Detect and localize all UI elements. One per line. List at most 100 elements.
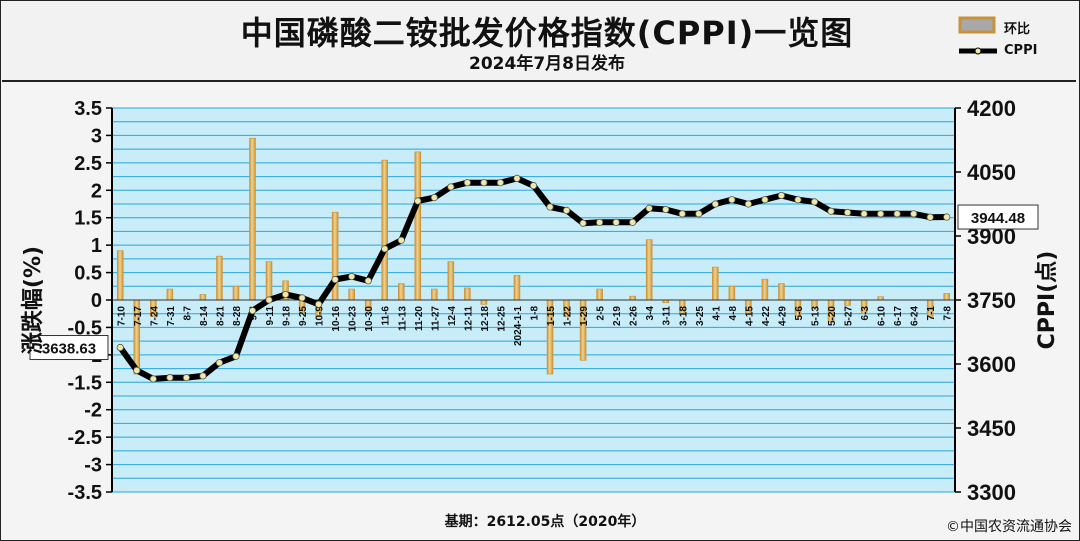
left-tick-label: 0 bbox=[91, 290, 102, 312]
cppi-point bbox=[761, 196, 769, 204]
cppi-point bbox=[596, 218, 604, 226]
category-label: 11-20 bbox=[414, 306, 425, 331]
category-label: 5-20 bbox=[827, 306, 838, 326]
cppi-point bbox=[711, 200, 719, 208]
category-label: 7-10 bbox=[116, 306, 127, 326]
category-label: 1-8 bbox=[530, 306, 541, 321]
bar-mark bbox=[431, 288, 438, 301]
category-label: 4-22 bbox=[761, 306, 772, 326]
category-label: 8-21 bbox=[215, 306, 226, 326]
cppi-point bbox=[860, 210, 868, 218]
category-label: 3-4 bbox=[645, 306, 656, 321]
cppi-point bbox=[133, 366, 141, 374]
cppi-point bbox=[463, 179, 471, 187]
category-label: 7-31 bbox=[166, 306, 177, 326]
category-label: 2-19 bbox=[612, 306, 623, 326]
category-label: 4-1 bbox=[711, 306, 722, 321]
cppi-point bbox=[447, 183, 455, 191]
bar-mark bbox=[381, 159, 389, 301]
left-tick-label: -0.5 bbox=[68, 317, 102, 339]
chart-title: 中国磷酸二铵批发价格指数(CPPI)一览图 bbox=[240, 14, 854, 52]
category-label: 12-25 bbox=[496, 306, 507, 332]
left-tick-label: 2.5 bbox=[74, 153, 102, 175]
cppi-point bbox=[199, 372, 207, 380]
base-period-note: 基期：2612.05点（2020年） bbox=[444, 514, 646, 530]
category-label: 7-24 bbox=[149, 306, 160, 326]
cppi-point bbox=[562, 206, 571, 214]
right-tick-label: 3750 bbox=[967, 288, 1016, 313]
cppi-point bbox=[232, 352, 240, 360]
left-tick-label: -1.5 bbox=[68, 372, 102, 394]
category-label: 8-28 bbox=[232, 306, 243, 326]
chart-header: 中国磷酸二铵批发价格指数(CPPI)一览图 2024年7月8日发布 环比 CPP… bbox=[2, 2, 1076, 82]
category-label: 7-8 bbox=[943, 306, 954, 321]
first-value-label: 3638.63 bbox=[42, 341, 96, 358]
category-label: 6-17 bbox=[893, 306, 904, 326]
left-tick-label: -3.5 bbox=[68, 482, 102, 504]
bar-mark bbox=[464, 287, 471, 301]
bar-mark bbox=[513, 275, 521, 301]
cppi-point bbox=[480, 179, 488, 187]
category-label: 2024-1-1 bbox=[513, 306, 524, 346]
cppi-point bbox=[315, 300, 323, 308]
right-axis-title: CPPI(点) bbox=[1034, 251, 1060, 350]
cppi-point bbox=[579, 219, 587, 227]
right-tick-label: 4050 bbox=[967, 160, 1016, 185]
cppi-point bbox=[645, 204, 653, 212]
cppi-point bbox=[529, 182, 538, 190]
cppi-point bbox=[364, 277, 372, 285]
category-label: 10-9 bbox=[315, 306, 326, 326]
cppi-point bbox=[513, 174, 521, 182]
category-label: 5-27 bbox=[844, 306, 855, 326]
bar-mark bbox=[348, 288, 355, 301]
left-tick-label: 1.5 bbox=[74, 208, 102, 230]
right-tick-label: 3450 bbox=[967, 416, 1016, 441]
category-label: 6-10 bbox=[877, 306, 888, 326]
last-value-box bbox=[957, 204, 1039, 230]
bar-mark bbox=[199, 294, 207, 301]
bar-mark bbox=[844, 299, 851, 306]
cppi-point bbox=[381, 245, 389, 253]
bar-mark bbox=[414, 151, 422, 301]
legend-line-label: CPPI bbox=[1004, 43, 1038, 58]
bar-mark bbox=[116, 250, 124, 301]
bar-mark bbox=[249, 137, 256, 301]
chart-subtitle: 2024年7月8日发布 bbox=[469, 54, 625, 74]
cppi-point bbox=[414, 197, 422, 205]
plot-area: 3.532.521.510.50-0.5-1-1.5-2-2.5-3-3.542… bbox=[21, 96, 1060, 505]
cppi-point bbox=[662, 205, 670, 214]
right-tick-label: 4200 bbox=[967, 96, 1016, 121]
left-tick-label: 0.5 bbox=[74, 263, 102, 285]
left-tick-label: 1 bbox=[91, 235, 102, 257]
cppi-point bbox=[281, 290, 290, 299]
category-label: 11-6 bbox=[381, 306, 392, 326]
category-label: 10-23 bbox=[348, 306, 359, 332]
cppi-point bbox=[777, 191, 786, 200]
bar-mark bbox=[232, 285, 240, 301]
cppi-point bbox=[496, 179, 505, 187]
category-label: 8-14 bbox=[199, 306, 210, 326]
cppi-point bbox=[265, 296, 273, 304]
left-tick-label: 2 bbox=[91, 180, 102, 202]
cppi-point bbox=[678, 210, 686, 218]
cppi-point bbox=[629, 218, 637, 226]
cppi-point bbox=[397, 236, 405, 244]
cppi-point bbox=[893, 210, 901, 218]
category-label: 2-26 bbox=[629, 306, 640, 326]
bar-mark bbox=[480, 299, 488, 305]
cppi-point bbox=[215, 359, 224, 367]
category-label: 3-11 bbox=[662, 306, 673, 326]
category-label: 5-6 bbox=[794, 306, 805, 321]
category-label: 6-24 bbox=[910, 306, 921, 326]
category-label: 2-5 bbox=[596, 306, 607, 321]
cppi-point bbox=[546, 203, 554, 211]
bar-mark bbox=[596, 288, 603, 301]
left-tick-label: 3 bbox=[91, 125, 102, 147]
category-label: 6-3 bbox=[860, 306, 871, 321]
bar-mark bbox=[447, 261, 455, 301]
legend-line-marker bbox=[974, 47, 982, 55]
bar-mark bbox=[645, 239, 653, 301]
left-tick-label: -3 bbox=[84, 455, 102, 477]
cppi-point bbox=[149, 375, 157, 383]
bar-mark bbox=[166, 288, 174, 301]
